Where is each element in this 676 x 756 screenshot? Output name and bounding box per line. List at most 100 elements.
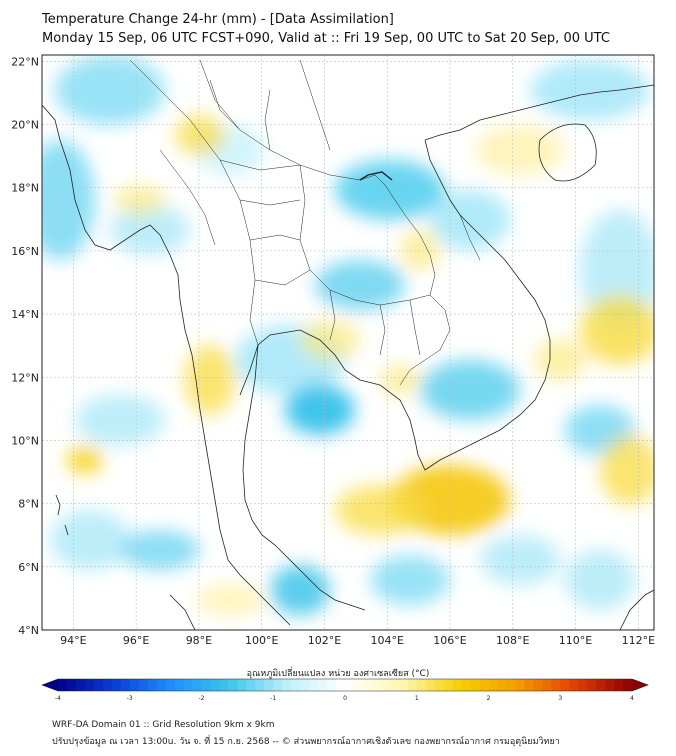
colorbar-segment [237, 679, 247, 691]
longitude-tick-label: 98°E [186, 634, 212, 647]
colorbar-segment [596, 679, 606, 691]
colorbar-segment [84, 679, 95, 691]
colorbar-tick-label: -3 [127, 695, 133, 702]
colorbar-segment [605, 679, 615, 691]
colorbar-segment [353, 679, 364, 691]
colorbar-segment [138, 679, 149, 691]
longitude-tick-label: 94°E [60, 634, 86, 647]
colorbar-segment [542, 679, 552, 691]
colorbar-segment [407, 679, 418, 691]
colorbar-segment [300, 679, 310, 691]
colorbar-segment [264, 679, 274, 691]
latitude-tick-label: 4°N [18, 624, 39, 637]
colorbar-segment [345, 679, 355, 691]
colorbar-segment [183, 679, 194, 691]
colorbar-segment [461, 679, 472, 691]
colorbar-segment [219, 679, 229, 691]
colorbar-segment [201, 679, 211, 691]
colorbar-segment [515, 679, 525, 691]
colorbar-segment [371, 679, 382, 691]
colorbar-segment [443, 679, 454, 691]
map-title: Temperature Change 24-hr (mm) - [Data As… [42, 12, 394, 27]
colorbar [41, 678, 649, 692]
colorbar-segment [291, 679, 301, 691]
footer-credit: ปรับปรุงข้อมูล ณ เวลา 13:00u. วัน จ. ที่… [52, 737, 560, 747]
colorbar-segment [578, 679, 588, 691]
colorbar-segment [416, 679, 427, 691]
colorbar-segment [93, 679, 104, 691]
colorbar-segment [120, 679, 131, 691]
colorbar-segment [309, 679, 319, 691]
colorbar-segment [434, 679, 445, 691]
longitude-tick-label: 96°E [123, 634, 149, 647]
colorbar-segment [75, 679, 86, 691]
colorbar-segment [470, 679, 481, 691]
colorbar-tick-label: 0 [343, 695, 347, 702]
colorbar-segment [614, 679, 624, 691]
colorbar-segment [587, 679, 597, 691]
colorbar-segment [228, 679, 238, 691]
colorbar-segment [533, 679, 543, 691]
longitude-tick-label: 110°E [559, 634, 592, 647]
colorbar-segment [111, 679, 122, 691]
colorbar-tick-label: 1 [415, 695, 419, 702]
latitude-tick-label: 14°N [11, 308, 39, 321]
colorbar-segment [66, 679, 77, 691]
colorbar-segment [425, 679, 436, 691]
colorbar-outline [41, 678, 649, 692]
colorbar-segment [273, 679, 283, 691]
colorbar-segment [327, 679, 337, 691]
colorbar-segment [156, 679, 167, 691]
latitude-tick-label: 20°N [11, 119, 39, 132]
latitude-tick-label: 10°N [11, 434, 39, 447]
colorbar-segment [102, 679, 113, 691]
coastlines [42, 84, 654, 630]
colorbar-segment [165, 679, 176, 691]
latitude-labels: 22°N 20°N 18°N 16°N 14°N 12°N 10°N 8°N 6°N 4°N [11, 55, 39, 637]
colorbar-segment [479, 679, 489, 691]
colorbar-segment [362, 679, 373, 691]
colorbar-segment [551, 679, 561, 691]
colorbar-segment [524, 679, 534, 691]
longitude-tick-label: 102°E [308, 634, 341, 647]
colorbar-label: อุณหภูมิเปลี่ยนแปลง หน่วย องศาเซลเซียส (… [246, 669, 430, 679]
colorbar-segment [380, 679, 391, 691]
longitude-tick-label: 100°E [245, 634, 278, 647]
colorbar-tick-label: -1 [270, 695, 276, 702]
colorbar-segment [488, 679, 498, 691]
latitude-tick-label: 6°N [18, 561, 39, 574]
longitude-tick-label: 106°E [433, 634, 466, 647]
colorbar-segment [318, 679, 328, 691]
colorbar-segment [398, 679, 409, 691]
colorbar-tick-label: 3 [558, 695, 562, 702]
colorbar-segment [389, 679, 400, 691]
colorbar-segment [174, 679, 185, 691]
colorbar-tick-label: 2 [487, 695, 491, 702]
latitude-tick-label: 16°N [11, 245, 39, 258]
colorbar-segment [246, 679, 256, 691]
colorbar-segment [623, 679, 633, 691]
colorbar-tick-label: -4 [55, 695, 61, 702]
colorbar-segment [497, 679, 507, 691]
longitude-tick-label: 108°E [496, 634, 529, 647]
colorbar-segment [452, 679, 463, 691]
map-subtitle: Monday 15 Sep, 06 UTC FCST+090, Valid at… [42, 31, 610, 46]
colorbar-segment [282, 679, 292, 691]
colorbar-segment [336, 679, 346, 691]
latitude-tick-label: 8°N [18, 498, 39, 511]
longitude-labels: 94°E 96°E 98°E 100°E 102°E 104°E 106°E 108°E 110… [60, 634, 655, 647]
colorbar-segment [506, 679, 516, 691]
colorbar-tick-label: -2 [199, 695, 205, 702]
colorbar-segment [147, 679, 158, 691]
latitude-tick-label: 12°N [11, 371, 39, 384]
colorbar-segment [569, 679, 579, 691]
footer-model-info: WRF-DA Domain 01 :: Grid Resolution 9km … [52, 720, 275, 730]
temperature-field [42, 55, 654, 615]
longitude-tick-label: 112°E [622, 634, 655, 647]
colorbar-segment [560, 679, 570, 691]
colorbar-max-extend [632, 679, 648, 691]
admin-borders [129, 59, 481, 386]
colorbar-segment [192, 679, 202, 691]
colorbar-segment [129, 679, 140, 691]
